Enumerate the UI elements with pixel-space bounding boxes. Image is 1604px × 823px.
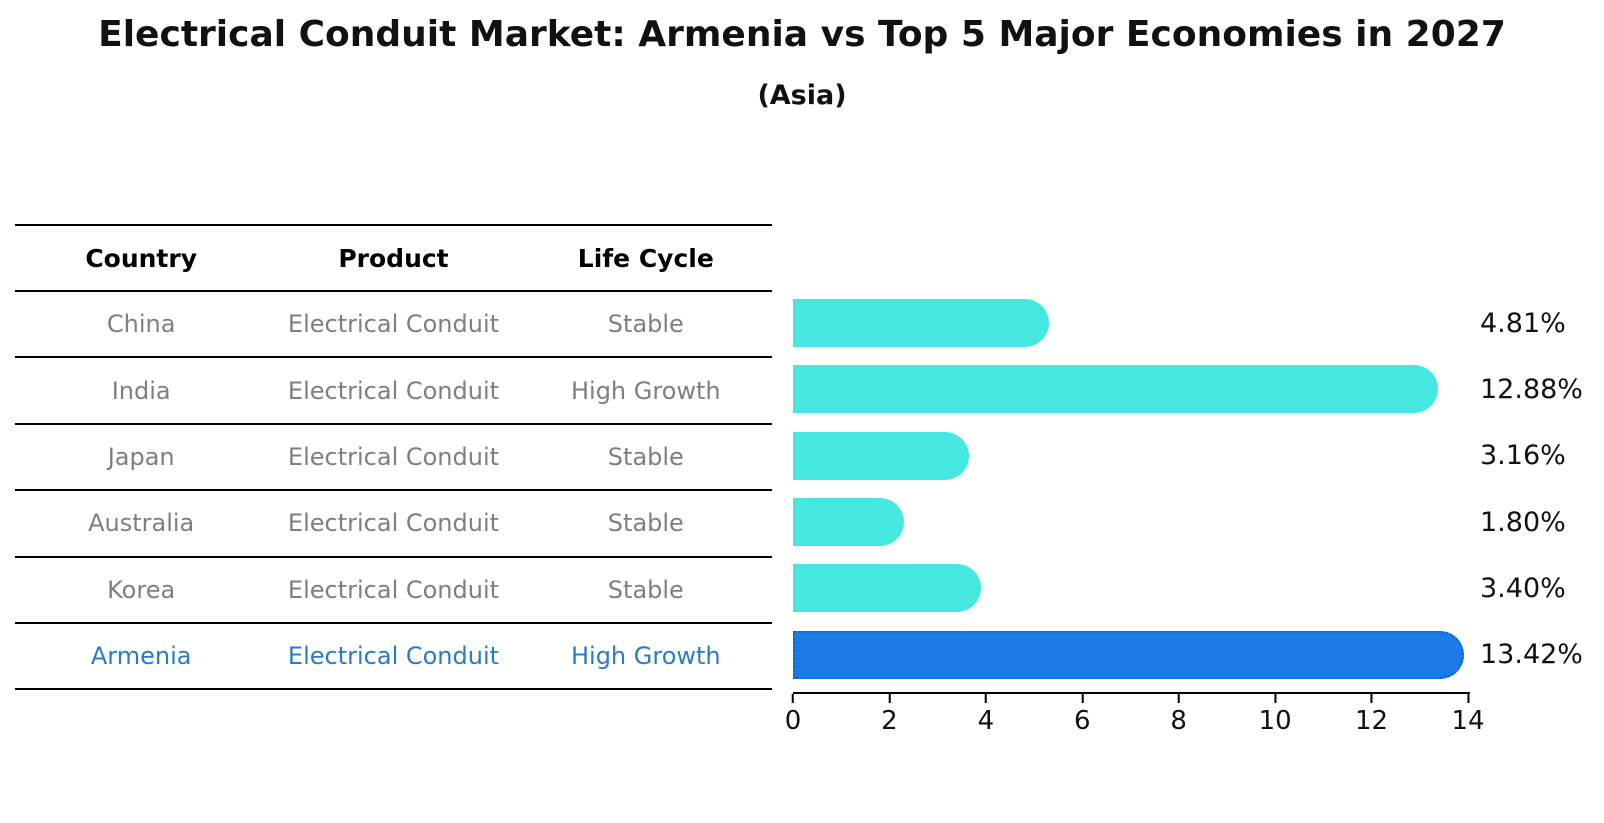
table-row-china: China Electrical Conduit Stable [15,292,772,359]
x-tick-label: 6 [1074,706,1091,736]
col-header-product: Product [338,243,449,273]
x-tick: 12 [1355,694,1388,736]
x-tick: 4 [977,694,995,736]
x-axis-ticks: 0 2 4 6 8 10 12 14 [785,694,1485,754]
table-row-japan: Japan Electrical Conduit Stable [15,425,772,492]
table-row-india: India Electrical Conduit High Growth [15,358,772,425]
cell-country: India [111,376,171,405]
x-tick-label: 8 [1170,706,1187,736]
cell-country: Japan [107,442,175,471]
x-tick: 0 [784,694,802,736]
x-tick-mark [791,694,794,703]
table-row-australia: Australia Electrical Conduit Stable [15,491,772,558]
bar-australia [793,498,904,547]
value-labels: 4.81% 12.88% 3.16% 1.80% 3.40% 13.42% [1480,290,1602,688]
bar-plot [793,290,1468,688]
x-tick-label: 12 [1355,706,1389,736]
cell-product: Electrical Conduit [287,575,500,604]
cell-product: Electrical Conduit [287,442,500,471]
bar-value-label: 4.81% [1480,307,1566,339]
x-tick-mark [1467,694,1469,703]
x-tick-mark [1370,694,1373,703]
cell-life-cycle: Stable [607,442,684,471]
x-tick-mark [888,694,891,703]
cell-country: Australia [88,509,195,538]
cell-country: China [106,310,176,339]
bar-korea [793,564,981,613]
cell-product: Electrical Conduit [287,310,500,339]
bar-china [793,299,1049,348]
cell-country: Armenia [90,642,192,671]
x-tick: 10 [1259,694,1292,736]
bar-value-label: 1.80% [1480,506,1566,538]
chart-subtitle: (Asia) [757,80,847,111]
x-tick-mark [984,694,987,703]
cell-product: Electrical Conduit [287,642,500,671]
bar-armenia-highlighted [793,630,1465,679]
bar-value-label: 13.42% [1480,639,1583,671]
x-tick-label: 0 [784,706,802,736]
x-tick-label: 4 [977,706,995,736]
table-row-armenia: Armenia Electrical Conduit High Growth [15,624,772,691]
bar-value-label: 3.16% [1480,440,1566,472]
col-header-life-cycle: Life Cycle [577,243,714,273]
cell-life-cycle: Stable [607,310,684,339]
cell-country: Korea [107,575,176,604]
chart-title: Electrical Conduit Market: Armenia vs To… [98,14,1506,55]
x-tick-label: 2 [881,706,898,736]
bar-value-label: 3.40% [1480,572,1566,604]
cell-life-cycle: High Growth [570,376,721,405]
cell-product: Electrical Conduit [287,509,500,538]
table-row-korea: Korea Electrical Conduit Stable [15,558,772,624]
cell-life-cycle: High Growth [570,642,721,671]
x-tick-label: 10 [1258,706,1292,736]
x-tick: 6 [1074,694,1091,736]
col-header-country: Country [85,243,198,273]
table-header-row: Country Product Life Cycle [15,226,772,292]
x-tick-mark [1274,694,1277,703]
bar-japan [793,431,970,480]
x-tick-mark [1177,694,1180,703]
bar-value-label: 12.88% [1480,373,1583,405]
x-tick: 2 [881,694,898,736]
x-tick: 8 [1170,694,1187,736]
cell-product: Electrical Conduit [287,376,500,405]
x-tick-mark [1081,694,1084,703]
bar-india [793,365,1438,414]
x-tick-label: 14 [1451,706,1485,736]
country-table: Country Product Life Cycle China Electri… [15,224,772,691]
cell-life-cycle: Stable [607,575,684,604]
x-tick: 14 [1451,694,1485,736]
x-axis-line [793,692,1470,694]
cell-life-cycle: Stable [607,509,684,538]
